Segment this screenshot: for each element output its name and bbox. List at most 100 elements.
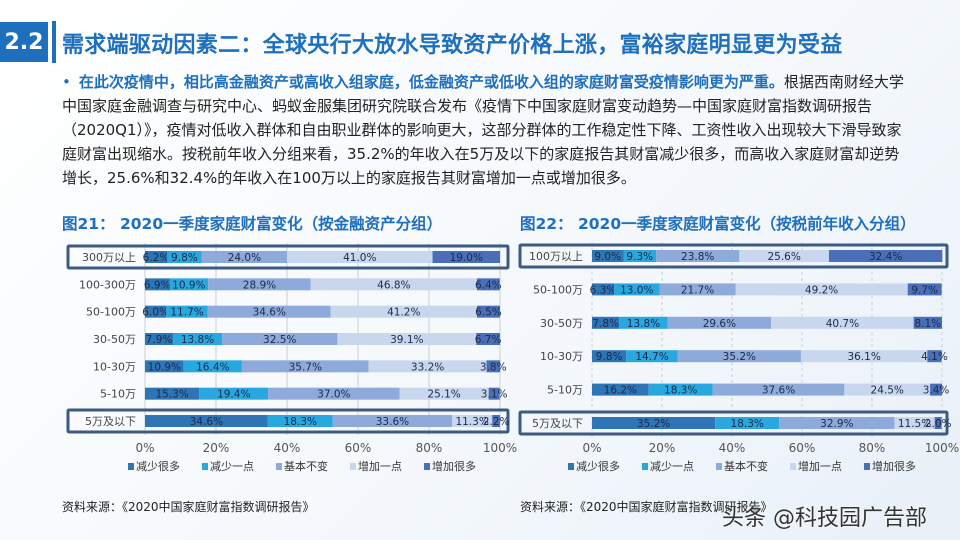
bar-segment [169,278,209,291]
chart-title-right: 图22： 2020一季度家庭财富变化（按税前年收入分组） [520,215,916,233]
data-label: 4.1% [921,351,948,363]
bar-segment [592,250,624,262]
data-label: 7.8% [592,318,619,330]
data-label: 37.0% [317,389,350,401]
x-tick-label: 40% [719,441,746,455]
bar-segment [145,333,174,345]
legend-swatch [128,463,134,470]
data-label: 9.8% [596,351,623,363]
bar-segment [894,417,935,429]
data-label: 9.3% [626,251,653,263]
data-label: 19.4% [217,389,250,401]
bar-segment [592,383,649,396]
data-label: 46.8% [377,279,410,291]
data-label: 29.6% [703,318,736,330]
data-label: 36.1% [847,351,880,363]
bar-segment [739,250,829,262]
legend-label: 增加一点 [798,459,842,473]
bar-segment [173,333,223,345]
bar-segment [267,415,333,427]
x-tick-label: 20% [649,441,676,455]
category-label: 30-50万 [540,317,583,330]
data-label: 24.0% [228,252,261,264]
category-label: 300万以上 [82,251,136,264]
legend-swatch [864,463,870,470]
bar-segment [287,251,433,263]
bar-segment [330,305,477,318]
bar-segment [771,316,914,329]
data-label: 15.3% [155,389,188,401]
data-label: 10.9% [172,279,205,291]
x-tick-label: 20% [203,441,230,455]
data-label: 13.0% [620,284,653,296]
category-label: 5万及以下 [85,415,136,428]
bar-segment [452,415,493,427]
legend-label: 增加很多 [872,459,916,473]
data-label: 32.5% [263,334,296,346]
bar-segment [432,251,500,263]
data-label: 32.4% [869,251,902,263]
category-label: 50-100万 [86,306,136,319]
bar-segment [208,278,311,291]
body-text: 根据西南财经大学中国家庭金融调查与研究中心、蚂蚁金服集团研究院联合发布《疫情下中… [62,73,904,187]
category-label: 100-300万 [79,278,136,291]
bar-segment [310,278,477,291]
bar-segment [667,316,772,329]
data-label: 33.6% [376,416,409,428]
bar-segment [145,360,184,373]
legend-swatch [350,463,356,470]
legend-swatch [716,463,722,470]
category-label: 30-50万 [93,333,136,346]
bar-segment [715,417,780,429]
bar-segment [166,305,208,318]
x-tick-label: 60% [345,441,372,455]
bar-segment [399,387,489,400]
bar-segment [486,360,500,373]
bar-segment [913,316,942,329]
bar-segment [930,383,942,396]
data-label: 18.3% [664,385,697,397]
category-label: 50-100万 [533,283,583,296]
category-label: 5-10万 [547,384,583,397]
section-divider [52,21,56,63]
data-label: 7.9% [146,334,173,346]
data-label: 28.9% [243,279,276,291]
category-label: 100万以上 [529,250,583,263]
data-label: 6.2% [143,252,170,264]
highlight-box [66,244,510,270]
data-label: 25.1% [427,389,460,401]
data-label: 35.2% [637,418,670,430]
data-label: 23.8% [681,251,714,263]
bar-segment [201,251,287,263]
bullet-icon: • [62,73,71,91]
legend-label: 减少很多 [576,459,620,473]
data-label: 34.6% [253,307,286,319]
legend-label: 减少一点 [650,460,694,473]
body-highlight: 在此次疫情中，相比高金融资产或高收入组家庭，低金融资产或低收入组的家庭财富受疫情… [78,73,784,91]
data-label: 37.6% [762,385,795,397]
bar-segment [332,415,453,427]
bar-segment [368,360,487,373]
bar-segment [619,316,668,329]
bar-segment [800,350,928,363]
bar-segment [735,283,908,296]
data-label: 2.0% [925,418,952,430]
data-label: 6.0% [142,307,169,319]
highlight-box [518,243,949,269]
legend-label: 基本不变 [724,459,768,473]
x-tick-label: 80% [416,441,443,455]
bar-segment [592,350,627,363]
bar-segment [167,251,202,263]
bar-segment [934,417,942,429]
bar-segment [199,387,269,400]
legend-label: 减少一点 [210,460,254,473]
x-tick-label: 60% [789,441,816,455]
bar-segment [659,283,736,296]
bar-segment [222,333,338,345]
bar-segment [492,415,500,427]
data-label: 3.1% [481,389,508,401]
bar-segment [145,251,168,263]
category-label: 5-10万 [100,388,136,401]
bar-segment [623,250,657,262]
